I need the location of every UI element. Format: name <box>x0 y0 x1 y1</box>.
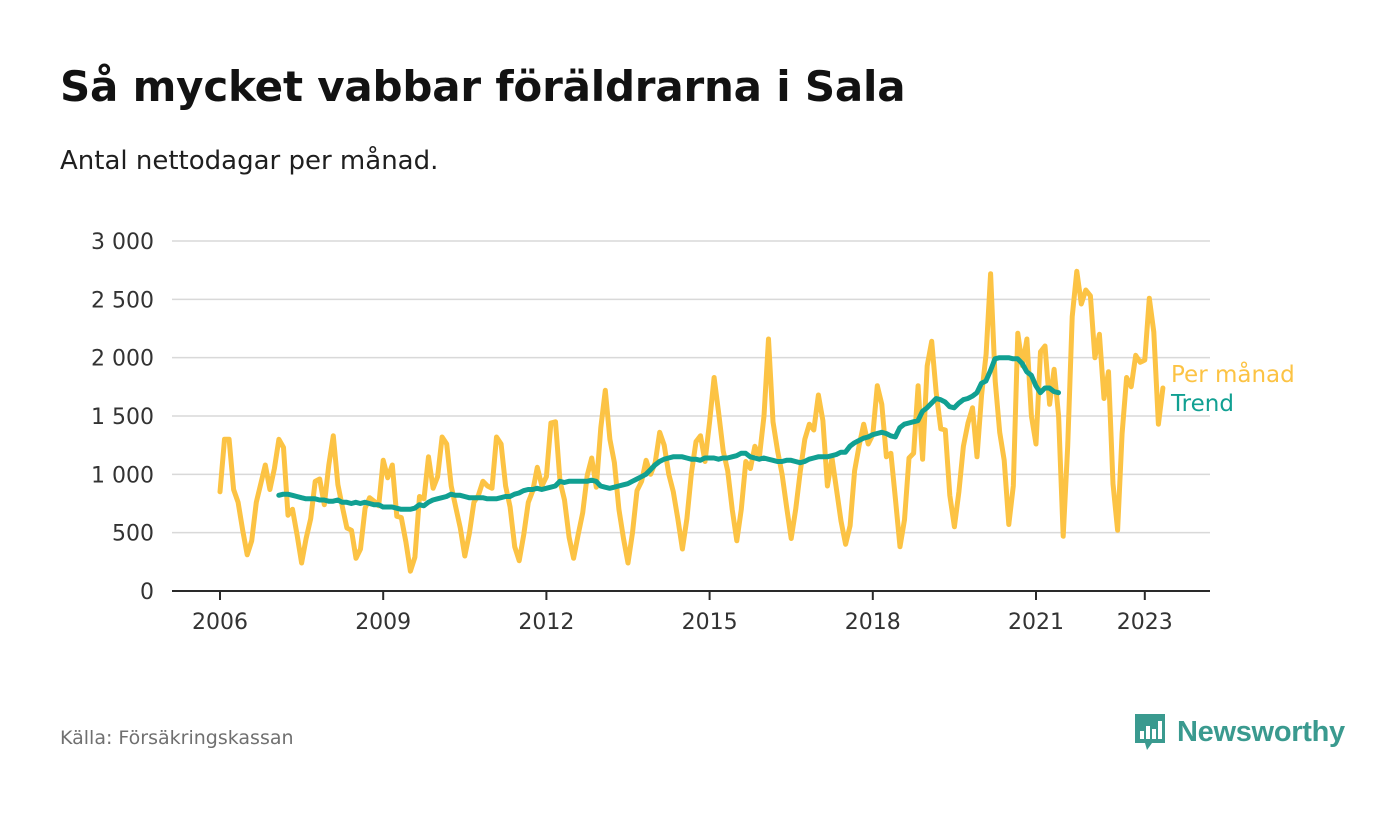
chart-subtitle: Antal nettodagar per månad. <box>60 146 439 176</box>
inline-legend: Per månad Trend <box>1170 360 1295 417</box>
x-axis: 2006 2009 2012 2015 2018 2021 2023 <box>172 590 1210 635</box>
legend-label-per-manad: Per månad <box>1171 360 1295 388</box>
series-line-trend <box>276 355 1061 512</box>
x-tick-label: 2023 <box>1117 610 1173 635</box>
legend-label-trend: Trend <box>1170 391 1234 417</box>
x-tick-label: 2018 <box>845 610 901 635</box>
y-tick-label: 3 000 <box>91 230 154 255</box>
y-tick-label: 2 000 <box>91 347 154 372</box>
x-tick-label: 2012 <box>518 610 574 635</box>
x-tick-label: 2006 <box>192 610 248 635</box>
y-tick-label: 1 000 <box>91 463 154 488</box>
y-axis-labels: 0 500 1 000 1 500 2 000 2 500 3 000 <box>91 230 154 605</box>
y-tick-label: 500 <box>112 522 154 547</box>
series-line-per-manad <box>217 268 1166 574</box>
x-tick-label: 2021 <box>1008 610 1064 635</box>
y-tick-label: 2 500 <box>91 288 154 313</box>
brand-name: Newsworthy <box>1177 715 1345 748</box>
chart-title: Så mycket vabbar föräldrarna i Sala <box>60 62 906 111</box>
newsworthy-logo-icon <box>1135 714 1165 750</box>
source-note: Källa: Försäkringskassan <box>60 727 294 749</box>
x-tick-label: 2015 <box>682 610 738 635</box>
x-tick-label: 2009 <box>355 610 411 635</box>
y-tick-label: 1 500 <box>91 405 154 430</box>
brand-logo: Newsworthy <box>1133 712 1345 752</box>
y-tick-label: 0 <box>140 580 154 605</box>
series-lines <box>217 268 1166 574</box>
